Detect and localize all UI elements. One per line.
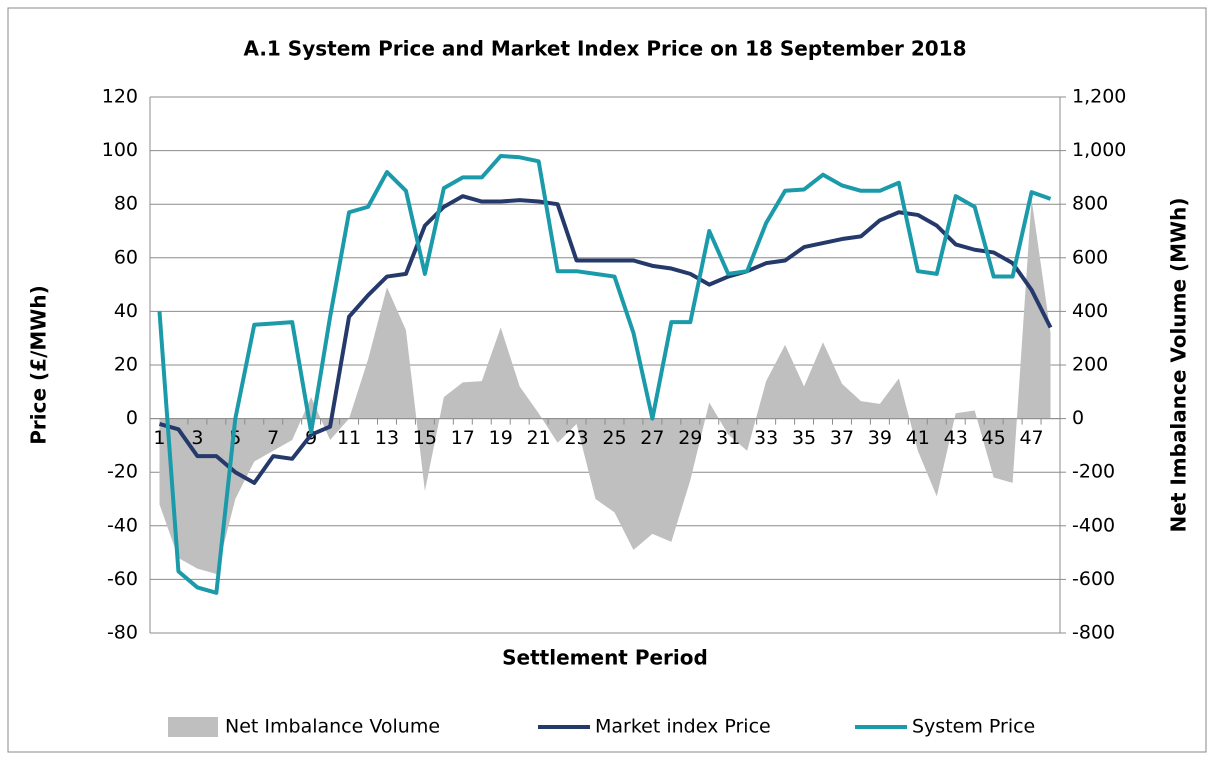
chart-frame (7, 7, 1207, 753)
x-tick-label: 29 (678, 427, 702, 449)
x-tick-label: 23 (564, 427, 588, 449)
x-tick-label: 37 (830, 427, 854, 449)
line (157, 153, 1052, 595)
y2-tick-label: 0 (1072, 407, 1084, 429)
x-tick-label: 21 (527, 427, 551, 449)
legend-label: Market index Price (595, 716, 771, 738)
y2-tick-label: 1,000 (1072, 139, 1126, 161)
y2-tick-label: -200 (1072, 461, 1115, 483)
y2-tick-label: -400 (1072, 514, 1115, 536)
y2-tick-label: -800 (1072, 622, 1115, 644)
y-tick-label: 80 (114, 193, 138, 215)
x-tick-label: 17 (451, 427, 475, 449)
legend-label: Net Imbalance Volume (225, 716, 440, 738)
x-axis-title: Settlement Period (502, 646, 708, 670)
y-tick-label: -60 (107, 568, 138, 590)
y-tick-label: -80 (107, 622, 138, 644)
legend-label: System Price (912, 716, 1035, 738)
x-tick-label: 39 (868, 427, 892, 449)
x-tick-label: 3 (191, 427, 203, 449)
y2-axis-title: Net Imbalance Volume (MWh) (1167, 198, 1191, 533)
x-tick-label: 43 (944, 427, 968, 449)
x-tick-label: 1 (153, 427, 165, 449)
x-tick-label: 45 (982, 427, 1006, 449)
y-tick-label: 40 (114, 300, 138, 322)
x-tick-label: 47 (1019, 427, 1043, 449)
x-tick-label: 25 (602, 427, 626, 449)
x-tick-label: 13 (375, 427, 399, 449)
line (158, 194, 1053, 485)
y2-tick-label: -600 (1072, 568, 1115, 590)
x-tick-label: 41 (906, 427, 930, 449)
y2-tick-label: 800 (1072, 193, 1108, 215)
y-tick-label: -40 (107, 514, 138, 536)
y-tick-label: -20 (107, 461, 138, 483)
x-tick-label: 31 (716, 427, 740, 449)
y2-tick-label: 1,200 (1072, 86, 1126, 108)
y2-tick-label: 600 (1072, 246, 1108, 268)
y-tick-label: 0 (126, 407, 138, 429)
y-tick-label: 20 (114, 354, 138, 376)
chart-title: A.1 System Price and Market Index Price … (243, 37, 966, 61)
x-tick-label: 19 (489, 427, 513, 449)
x-tick-label: 35 (792, 427, 816, 449)
y2-tick-label: 400 (1072, 300, 1108, 322)
x-tick-label: 33 (754, 427, 778, 449)
area (159, 198, 1051, 575)
x-tick-label: 15 (413, 427, 437, 449)
y-tick-label: 60 (114, 246, 138, 268)
y2-tick-label: 200 (1072, 354, 1108, 376)
legend-swatch (168, 717, 218, 737)
x-tick-label: 11 (337, 427, 361, 449)
y-tick-label: 100 (102, 139, 138, 161)
y-axis-title: Price (£/MWh) (27, 285, 51, 444)
x-tick-label: 7 (267, 427, 279, 449)
y-tick-label: 120 (102, 86, 138, 108)
x-tick-label: 27 (640, 427, 664, 449)
